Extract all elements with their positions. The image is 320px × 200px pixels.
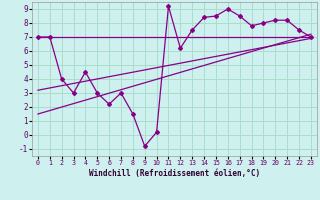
X-axis label: Windchill (Refroidissement éolien,°C): Windchill (Refroidissement éolien,°C): [89, 169, 260, 178]
